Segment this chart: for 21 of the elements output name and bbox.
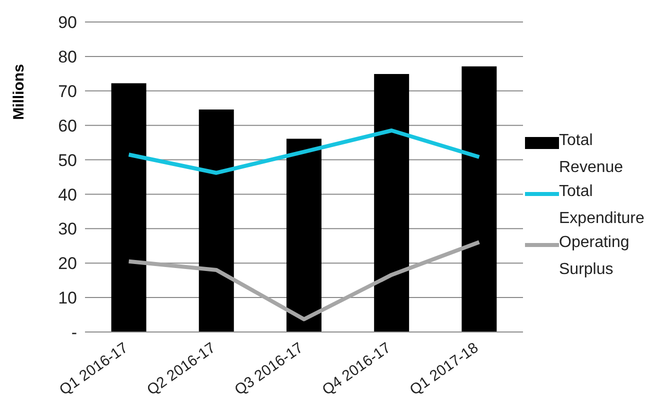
y-tick-label: 20 <box>58 254 77 274</box>
y-tick-label: 70 <box>58 82 77 101</box>
legend-label: Operating Surplus <box>559 232 630 280</box>
y-axis-title: Millions <box>10 64 28 120</box>
y-tick-label: 60 <box>58 116 77 136</box>
bar <box>374 74 410 332</box>
legend-label: Total Expenditure <box>559 182 646 228</box>
y-tick-label: 30 <box>58 220 77 239</box>
bar <box>111 83 146 332</box>
y-tick-label: - <box>71 323 77 342</box>
y-tick-label: 80 <box>58 47 77 66</box>
line-series <box>126 240 482 322</box>
y-tick-label: 10 <box>58 288 77 308</box>
y-tick-label: 40 <box>58 185 77 204</box>
bar <box>198 109 234 332</box>
line-series <box>126 128 482 175</box>
y-tick-label: 90 <box>58 13 77 32</box>
bar <box>462 66 497 332</box>
y-tick-label: 50 <box>58 150 77 170</box>
bar <box>286 138 322 332</box>
legend-label: Total Revenue <box>559 130 624 178</box>
